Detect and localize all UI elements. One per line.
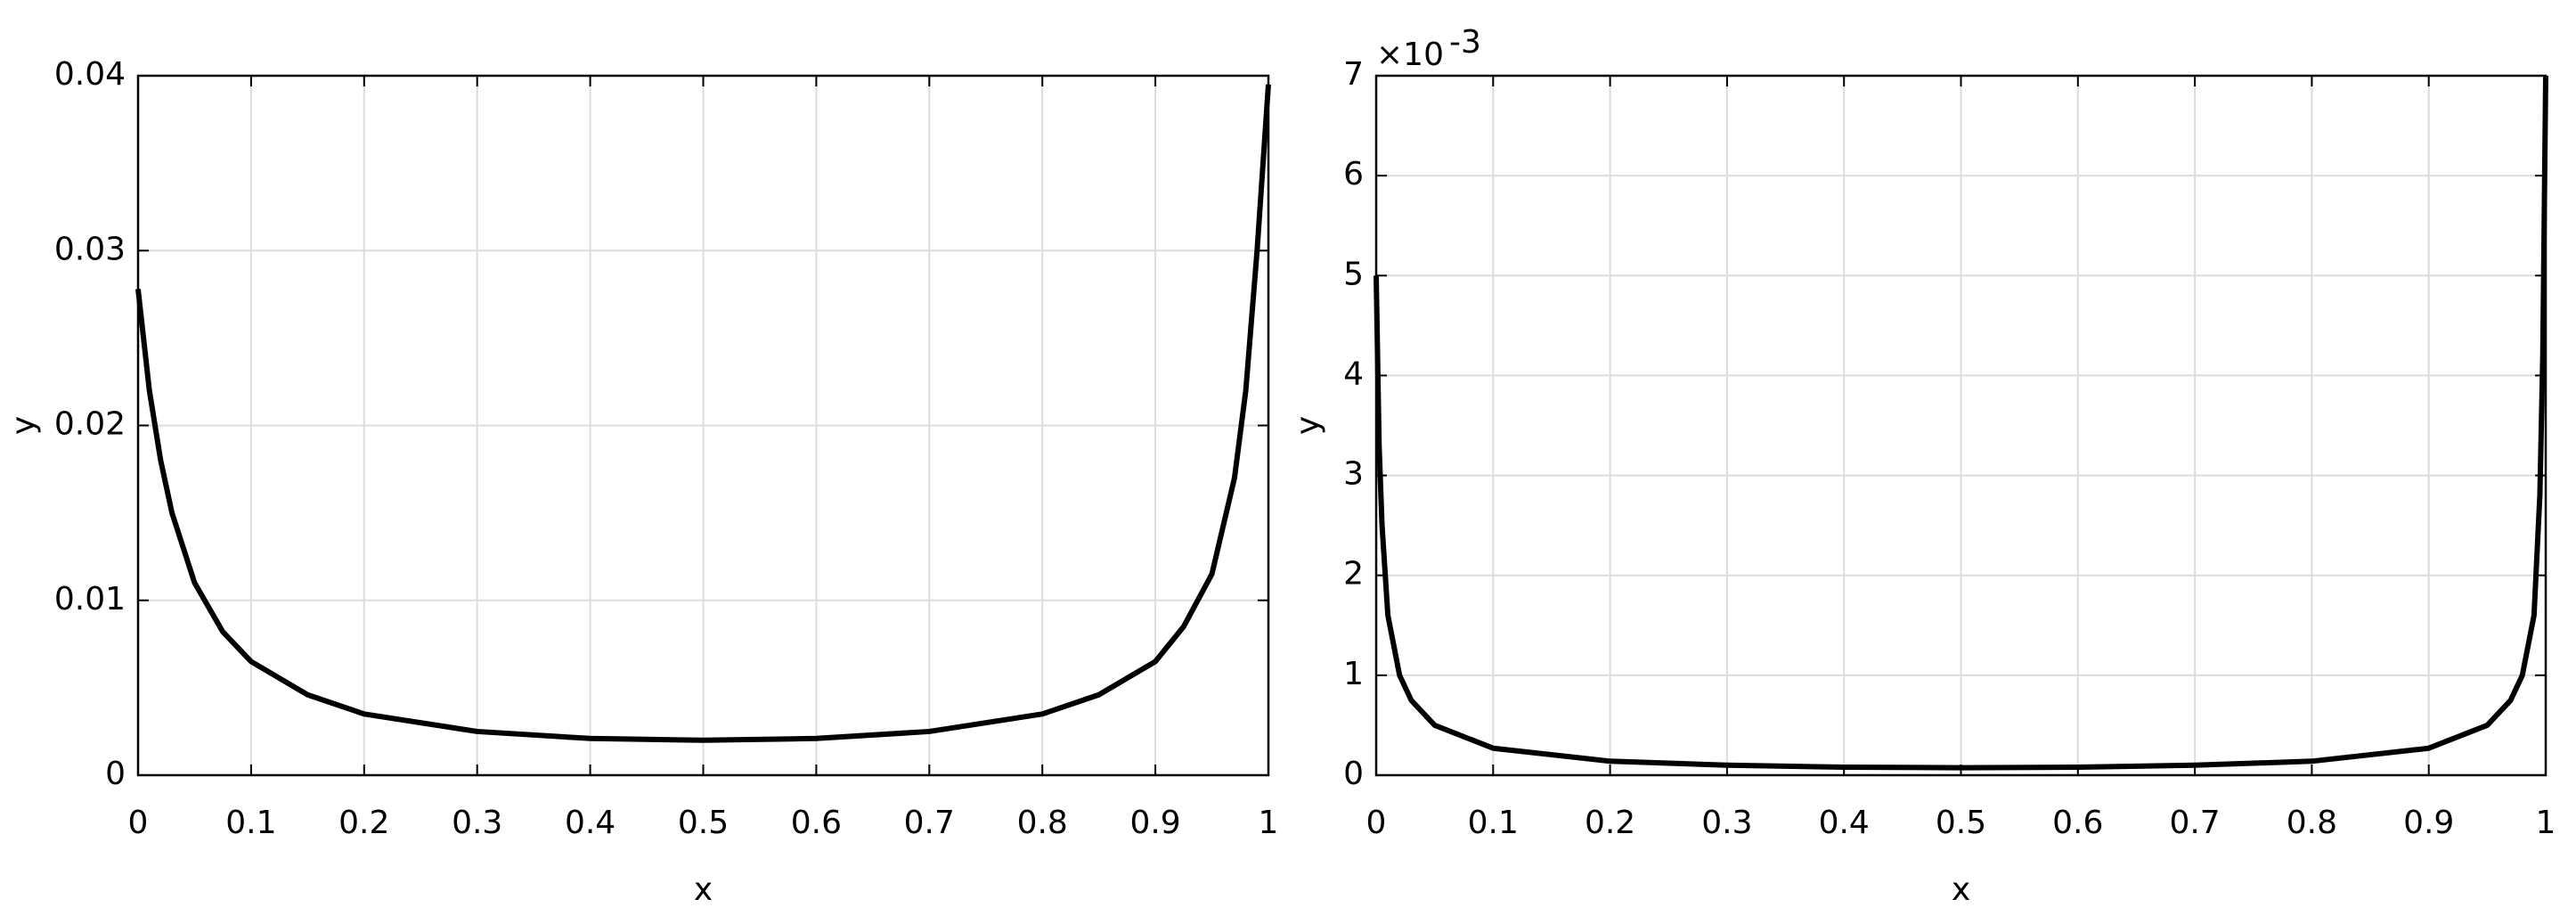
x-tick-label: 1 — [1259, 805, 1279, 841]
x-tick-label: 0 — [1366, 805, 1387, 841]
x-tick-label: 0.7 — [904, 805, 955, 841]
y-tick-label: 0.01 — [54, 581, 126, 617]
y-tick-label: 5 — [1343, 256, 1364, 292]
data-line — [1374, 75, 2548, 771]
y-tick-label: 6 — [1343, 156, 1364, 192]
x-tick-label: 0.2 — [1585, 805, 1635, 841]
y-tick-label: 0 — [105, 756, 126, 792]
x-tick-label: 0.5 — [678, 805, 729, 841]
y-tick-label: 1 — [1343, 656, 1364, 692]
y-multiplier: ×10 — [1376, 37, 1444, 73]
x-tick-label: 1 — [2536, 805, 2556, 841]
x-tick-label: 0.9 — [2403, 805, 2454, 841]
y-tick-label: 0.04 — [54, 56, 126, 93]
x-tick-label: 0.6 — [2052, 805, 2103, 841]
x-axis-label: x — [694, 871, 713, 908]
x-axis-label: x — [1952, 871, 1970, 908]
x-tick-label: 0.1 — [1468, 805, 1519, 841]
x-tick-label: 0.3 — [452, 805, 502, 841]
x-tick-label: 0 — [128, 805, 149, 841]
y-tick-label: 4 — [1343, 356, 1364, 392]
x-tick-label: 0.1 — [225, 805, 276, 841]
y-tick-label: 0.02 — [54, 406, 126, 443]
axes-box — [136, 74, 1270, 777]
x-tick-label: 0.3 — [1701, 805, 1752, 841]
x-tick-label: 0.9 — [1129, 805, 1180, 841]
x-tick-label: 0.4 — [1819, 805, 1870, 841]
y-multiplier-exponent: -3 — [1449, 24, 1481, 61]
data-line — [135, 84, 1271, 743]
y-tick-label: 3 — [1343, 456, 1364, 493]
x-tick-label: 0.4 — [565, 805, 615, 841]
y-tick-label: 0.03 — [54, 231, 126, 267]
y-tick-label: 2 — [1343, 556, 1364, 593]
y-tick-label: 0 — [1343, 756, 1364, 792]
x-tick-label: 0.5 — [1936, 805, 1986, 841]
x-tick-label: 0.2 — [338, 805, 389, 841]
x-tick-label: 0.8 — [2287, 805, 2337, 841]
y-axis-label: y — [5, 416, 42, 435]
x-tick-label: 0.6 — [791, 805, 842, 841]
x-tick-label: 0.7 — [2169, 805, 2220, 841]
x-tick-label: 0.8 — [1017, 805, 1068, 841]
y-tick-label: 7 — [1343, 56, 1364, 93]
y-axis-label: y — [1290, 416, 1326, 435]
